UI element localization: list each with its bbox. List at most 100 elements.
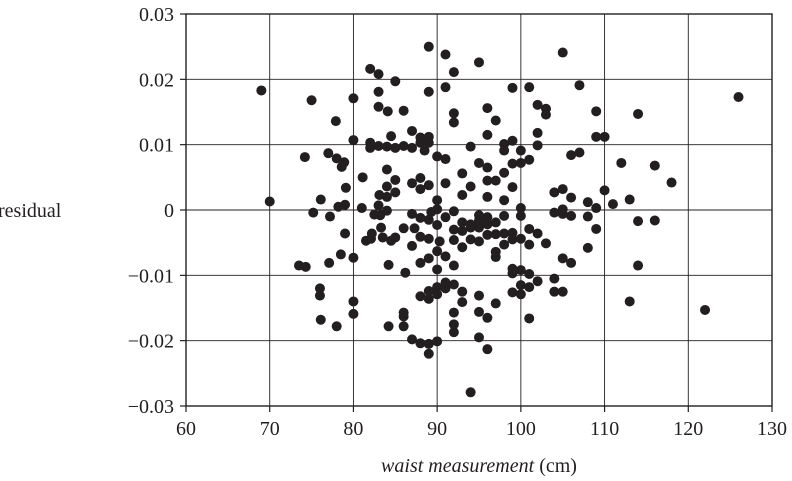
data-point (482, 103, 493, 114)
x-tick-label: 100 (506, 418, 536, 440)
data-point (432, 289, 443, 300)
data-point (540, 238, 551, 249)
data-point (499, 239, 510, 250)
data-point (482, 175, 493, 186)
data-point (457, 242, 468, 253)
data-point (440, 212, 451, 223)
data-point (549, 207, 560, 218)
data-point (390, 142, 401, 153)
data-point (373, 140, 384, 151)
data-point (374, 189, 385, 200)
data-point (507, 82, 518, 93)
data-point (515, 289, 526, 300)
data-point (440, 49, 451, 60)
data-point (566, 210, 577, 221)
data-point (335, 249, 346, 260)
y-tick-label: 0.02 (139, 69, 174, 91)
data-point (448, 319, 459, 330)
data-point (432, 151, 443, 162)
data-point (482, 229, 493, 240)
data-point (465, 141, 476, 152)
data-point (515, 203, 526, 214)
data-point (633, 108, 644, 119)
data-point (432, 204, 443, 215)
data-point (423, 180, 434, 191)
data-point (474, 290, 484, 301)
data-point (515, 280, 526, 291)
data-point (666, 177, 677, 188)
data-point (432, 282, 443, 293)
data-point (373, 101, 384, 112)
data-point (566, 257, 577, 268)
data-point (700, 304, 711, 315)
data-point (377, 232, 388, 243)
data-point (465, 219, 476, 230)
data-point (633, 216, 644, 227)
data-point (423, 214, 434, 225)
data-point (482, 162, 493, 173)
data-point (549, 187, 560, 198)
data-point (423, 293, 434, 304)
data-point (457, 189, 468, 200)
data-point (407, 142, 418, 153)
x-tick-label: 60 (176, 418, 196, 440)
data-point (340, 199, 351, 210)
data-point (465, 387, 476, 398)
data-point (376, 222, 387, 233)
data-point (582, 211, 593, 222)
data-point (448, 117, 459, 128)
data-point (331, 321, 342, 332)
data-point (440, 283, 451, 294)
data-point (474, 306, 484, 317)
data-point (432, 195, 443, 206)
data-point (566, 192, 577, 203)
y-tick-label: −0.03 (128, 396, 174, 418)
data-point (474, 57, 484, 68)
y-tick-label: −0.02 (128, 331, 174, 353)
data-point (407, 178, 418, 189)
data-point (515, 210, 526, 221)
data-point (434, 236, 445, 247)
data-point (507, 234, 518, 245)
data-point (482, 312, 493, 323)
data-point (423, 338, 434, 349)
data-point (591, 223, 602, 234)
data-point (440, 178, 451, 189)
data-point (616, 157, 627, 168)
data-point (490, 175, 501, 186)
data-point (264, 196, 275, 207)
data-point (457, 168, 468, 179)
data-point (348, 296, 359, 307)
data-point (532, 99, 543, 110)
data-point (490, 298, 501, 309)
data-point (381, 141, 392, 152)
data-point (457, 225, 468, 236)
data-point (398, 105, 409, 116)
data-point (507, 158, 518, 169)
data-point (440, 82, 451, 93)
data-point (398, 311, 409, 322)
data-point (423, 348, 434, 359)
data-point (415, 212, 426, 223)
x-axis-label-italic: waist measurement (381, 455, 535, 477)
data-point (557, 286, 568, 297)
data-point (423, 86, 434, 97)
data-point (324, 211, 335, 222)
data-point (649, 160, 660, 171)
data-point (398, 321, 409, 332)
data-point (474, 215, 484, 226)
data-point (557, 208, 568, 219)
y-tick-label: −0.01 (128, 265, 174, 287)
data-point (474, 236, 484, 247)
data-point (383, 259, 394, 270)
data-point (398, 140, 409, 151)
data-point (482, 344, 493, 355)
data-point (324, 257, 335, 268)
data-point (419, 145, 430, 156)
data-point (448, 327, 459, 338)
data-point (382, 106, 393, 117)
data-point (591, 106, 602, 117)
data-point (582, 197, 593, 208)
data-point (482, 219, 493, 230)
data-point (733, 91, 744, 102)
